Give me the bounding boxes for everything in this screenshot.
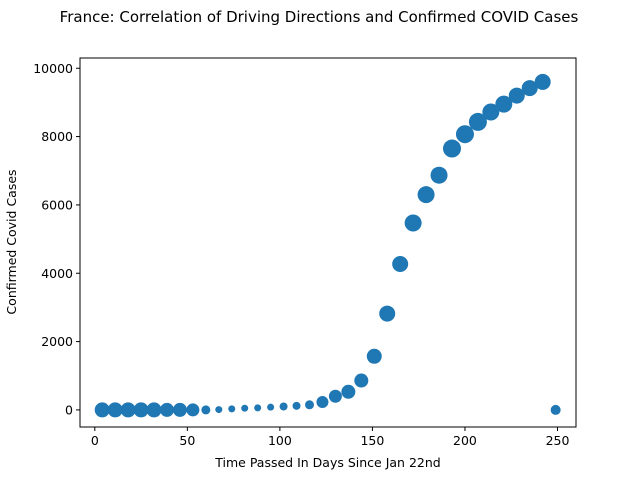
data-point-26 [430, 166, 448, 184]
y-tick-label-0: 0 [65, 402, 73, 417]
x-tick-label-1: 50 [179, 433, 195, 448]
data-point-24 [404, 214, 422, 232]
data-point-7 [186, 403, 200, 417]
data-point-14 [279, 402, 288, 411]
data-point-17 [316, 396, 329, 409]
data-point-29 [468, 112, 487, 131]
data-point-25 [417, 186, 435, 204]
data-point-3 [133, 402, 149, 418]
chart-title: France: Correlation of Driving Direction… [60, 8, 579, 26]
data-point-8 [201, 405, 211, 415]
data-point-32 [508, 87, 525, 104]
y-tick-label-2: 4000 [41, 266, 73, 281]
x-axis: 0 50 100 150 200 250 [91, 427, 570, 448]
data-point-6 [172, 402, 187, 417]
x-tick-label-3: 150 [360, 433, 384, 448]
data-point-1 [107, 402, 123, 418]
plot-area [94, 73, 561, 418]
data-point-16 [304, 400, 314, 410]
y-tick-label-1: 2000 [41, 334, 73, 349]
data-point-11 [241, 404, 249, 412]
data-point-23 [392, 256, 409, 273]
data-point-20 [354, 373, 369, 388]
data-point-27 [443, 139, 461, 158]
data-point-31 [495, 95, 513, 113]
data-point-12 [254, 404, 262, 412]
data-point-34 [534, 73, 551, 90]
data-point-10 [228, 405, 236, 413]
x-axis-label: Time Passed In Days Since Jan 22nd [214, 455, 440, 470]
data-point-22 [379, 305, 396, 322]
data-point-5 [159, 402, 174, 417]
data-point-2 [120, 402, 136, 418]
data-point-19 [341, 384, 356, 399]
data-point-30 [482, 103, 500, 121]
data-point-4 [146, 402, 162, 418]
data-point-21 [366, 348, 382, 364]
data-point-33 [521, 80, 538, 97]
data-point-15 [292, 401, 301, 410]
data-point-28 [455, 125, 474, 144]
x-tick-label-5: 250 [546, 433, 570, 448]
y-tick-label-5: 10000 [33, 61, 73, 76]
y-axis-label: Confirmed Covid Cases [4, 169, 19, 314]
x-tick-label-2: 100 [268, 433, 292, 448]
data-point-9 [215, 406, 223, 414]
data-point-18 [328, 389, 342, 403]
y-tick-label-4: 8000 [41, 129, 73, 144]
data-point-35 [550, 404, 561, 415]
y-tick-label-3: 6000 [41, 197, 73, 212]
data-point-13 [267, 403, 275, 411]
y-axis: 0 2000 4000 6000 8000 10000 [33, 61, 80, 417]
x-tick-label-0: 0 [91, 433, 99, 448]
axes-frame [79, 57, 577, 428]
data-point-0 [94, 402, 110, 418]
x-tick-label-4: 200 [453, 433, 477, 448]
